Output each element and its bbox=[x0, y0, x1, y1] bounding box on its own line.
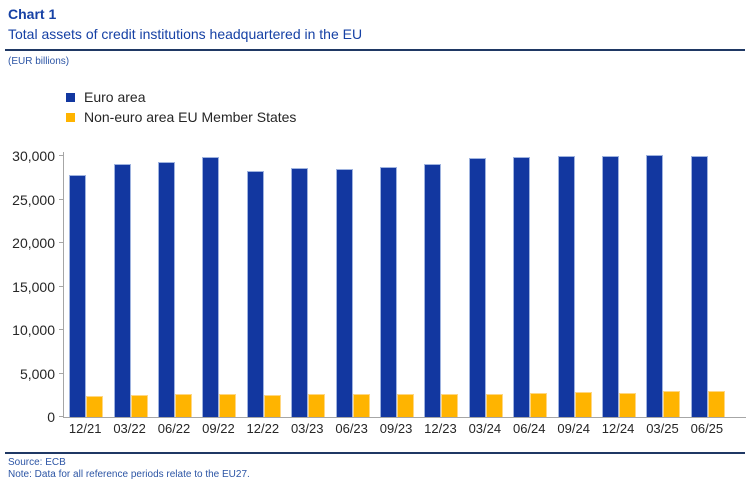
source-note: Source: ECB bbox=[8, 457, 66, 468]
y-tick-label: 10,000 bbox=[12, 322, 55, 339]
y-tick-mark bbox=[59, 329, 64, 331]
bar-group bbox=[330, 152, 374, 417]
bar-non-euro-area-eu-member-states bbox=[441, 393, 459, 417]
x-tick-label: 12/21 bbox=[68, 421, 102, 436]
y-tick-mark bbox=[59, 198, 64, 200]
x-tick-label: 09/22 bbox=[202, 421, 235, 436]
x-tick-label: 06/23 bbox=[335, 421, 368, 436]
bar-non-euro-area-eu-member-states bbox=[707, 391, 725, 417]
bar-euro-area bbox=[602, 156, 620, 417]
y-tick-label: 30,000 bbox=[12, 148, 55, 165]
y-tick-label: 20,000 bbox=[12, 235, 55, 252]
bar-non-euro-area-eu-member-states bbox=[86, 395, 104, 417]
bar-group bbox=[242, 152, 286, 417]
legend-swatch-euro-area bbox=[66, 92, 75, 102]
x-tick-label: 09/24 bbox=[557, 421, 590, 436]
header-divider bbox=[5, 49, 745, 51]
y-tick-mark bbox=[59, 416, 64, 417]
bar-group bbox=[464, 152, 508, 417]
bar-non-euro-area-eu-member-states bbox=[574, 392, 592, 417]
x-tick-label: 09/23 bbox=[379, 421, 413, 436]
x-tick-label: 12/23 bbox=[424, 421, 457, 436]
bar-euro-area bbox=[69, 174, 87, 417]
bar-euro-area bbox=[113, 164, 131, 417]
bar-non-euro-area-eu-member-states bbox=[352, 393, 370, 417]
bar-group bbox=[686, 152, 730, 417]
y-tick-label: 15,000 bbox=[12, 278, 55, 295]
x-tick-label: 06/25 bbox=[690, 421, 724, 436]
bar-euro-area bbox=[158, 162, 176, 417]
y-tick-mark bbox=[59, 372, 64, 374]
bar-group bbox=[286, 152, 330, 417]
x-tick-label: 03/23 bbox=[290, 421, 324, 436]
y-tick-label: 0 bbox=[47, 409, 55, 425]
x-tick-label: 12/22 bbox=[246, 421, 280, 436]
bar-groups bbox=[64, 152, 730, 417]
legend-label: Non-euro area EU Member States bbox=[84, 109, 297, 125]
plot-area bbox=[59, 152, 746, 418]
bar-euro-area bbox=[424, 164, 442, 417]
bar-group bbox=[508, 152, 552, 417]
bar-group bbox=[108, 152, 152, 417]
bar-euro-area bbox=[513, 156, 531, 417]
bar-group bbox=[64, 152, 108, 417]
bar-non-euro-area-eu-member-states bbox=[485, 393, 503, 417]
y-tick-mark bbox=[59, 155, 64, 157]
bar-group bbox=[641, 152, 685, 417]
footer-divider bbox=[5, 452, 745, 454]
legend: Euro area Non-euro area EU Member States bbox=[66, 87, 296, 127]
bar-euro-area bbox=[690, 155, 708, 417]
bar-non-euro-area-eu-member-states bbox=[130, 394, 148, 417]
x-tick-label: 03/24 bbox=[468, 421, 502, 436]
bar-group bbox=[597, 152, 641, 417]
x-tick-label: 06/22 bbox=[157, 421, 191, 436]
bar-euro-area bbox=[246, 170, 264, 417]
bar-euro-area bbox=[468, 157, 486, 417]
y-tick-mark bbox=[59, 242, 64, 244]
x-tick-label: 03/22 bbox=[113, 421, 146, 436]
chart-subtitle: Total assets of credit institutions head… bbox=[8, 26, 363, 42]
legend-label: Euro area bbox=[84, 89, 146, 105]
bar-euro-area bbox=[335, 168, 353, 417]
bar-non-euro-area-eu-member-states bbox=[219, 393, 237, 417]
legend-item-non-euro-area-eu-member-states: Non-euro area EU Member States bbox=[66, 107, 296, 127]
bar-group bbox=[197, 152, 241, 417]
x-axis-labels: 12/21 03/22 06/22 09/22 12/22 03/23 06/23 09/23… bbox=[63, 421, 729, 436]
bar-group bbox=[419, 152, 463, 417]
units-label: (EUR billions) bbox=[8, 56, 70, 67]
x-tick-label: 03/25 bbox=[646, 421, 679, 436]
footnote: Note: Data for all reference periods rel… bbox=[8, 469, 250, 480]
chart-title: Chart 1 bbox=[8, 6, 57, 22]
bar-euro-area bbox=[291, 167, 309, 417]
bar-euro-area bbox=[380, 166, 398, 417]
y-tick-label: 25,000 bbox=[12, 191, 55, 208]
x-tick-label: 06/24 bbox=[512, 421, 546, 436]
bar-group bbox=[153, 152, 197, 417]
y-tick-label: 5,000 bbox=[19, 365, 55, 382]
bar-euro-area bbox=[202, 156, 220, 417]
bar-non-euro-area-eu-member-states bbox=[308, 393, 326, 417]
legend-swatch-non-euro-area-eu-member-states bbox=[66, 112, 75, 122]
bar-non-euro-area-eu-member-states bbox=[530, 392, 548, 417]
bar-euro-area bbox=[557, 155, 575, 417]
bar-non-euro-area-eu-member-states bbox=[619, 393, 637, 417]
bar-non-euro-area-eu-member-states bbox=[397, 393, 415, 417]
x-tick-label: 12/24 bbox=[601, 421, 635, 436]
bar-non-euro-area-eu-member-states bbox=[263, 395, 281, 417]
bar-euro-area bbox=[646, 155, 664, 417]
bar-non-euro-area-eu-member-states bbox=[663, 391, 681, 417]
bar-group bbox=[552, 152, 596, 417]
y-axis-labels: 0 5,000 10,000 15,000 20,000 25,000 30,000 bbox=[0, 148, 55, 425]
bar-group bbox=[375, 152, 419, 417]
legend-item-euro-area: Euro area bbox=[66, 87, 296, 107]
y-tick-mark bbox=[59, 285, 64, 287]
bar-non-euro-area-eu-member-states bbox=[175, 393, 193, 417]
